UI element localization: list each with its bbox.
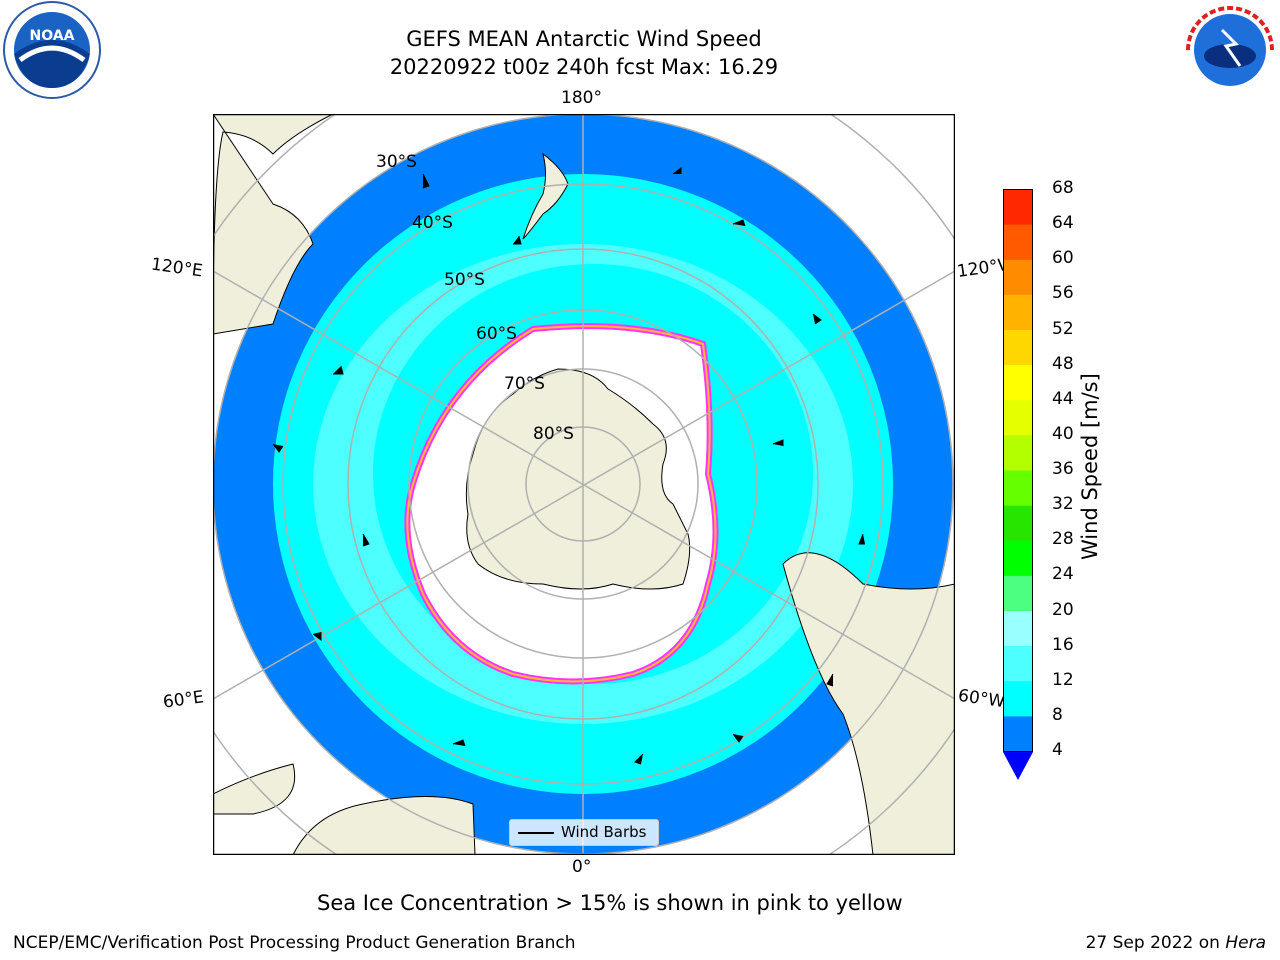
colorbar-segment <box>1003 224 1033 260</box>
footer-credit: NCEP/EMC/Verification Post Processing Pr… <box>13 933 576 953</box>
colorbar-tick-label: 16 <box>1052 634 1074 655</box>
colorbar-tick-label: 8 <box>1052 704 1063 725</box>
lon-label-120e: 120°E <box>149 254 204 282</box>
colorbar-segment <box>1003 505 1033 541</box>
colorbar-segment <box>1003 470 1033 506</box>
colorbar-tick-label: 68 <box>1052 178 1074 198</box>
lat-label-60s: 60°S <box>476 324 517 344</box>
lon-label-60e: 60°E <box>161 687 206 713</box>
land-antarctica <box>465 368 691 590</box>
lat-label-30s: 30°S <box>376 152 417 172</box>
legend-line-icon <box>518 832 554 834</box>
colorbar-segment <box>1003 399 1033 436</box>
colorbar-tick-label: 48 <box>1052 353 1074 374</box>
svg-text:NOAA: NOAA <box>30 28 75 44</box>
colorbar-segment <box>1003 575 1033 611</box>
colorbar-segment <box>1003 259 1033 295</box>
map-subtitle: 20220922 t00z 240h fcst Max: 16.29 <box>389 55 779 79</box>
colorbar-tick-label: 12 <box>1052 669 1074 690</box>
colorbar-segment <box>1003 364 1033 401</box>
lon-label-60w: 60°W <box>956 685 1007 713</box>
land-new-zealand <box>522 152 569 240</box>
colorbar-segment <box>1003 540 1033 576</box>
colorbar-under-triangle <box>1003 752 1033 780</box>
colorbar-segment <box>1003 329 1033 366</box>
lat-label-80s: 80°S <box>533 424 574 444</box>
polar-map <box>213 114 955 855</box>
wind-barbs <box>272 167 865 765</box>
lat-label-50s: 50°S <box>444 270 485 290</box>
lon-label-180: 180° <box>561 88 602 108</box>
lat-label-40s: 40°S <box>412 213 453 233</box>
colorbar <box>1003 189 1033 780</box>
colorbar-tick-label: 64 <box>1052 213 1074 234</box>
colorbar-segment <box>1003 680 1033 717</box>
colorbar-tick-label: 56 <box>1052 283 1074 304</box>
footer-date: 27 Sep 2022 on Hera <box>1086 933 1266 953</box>
map-title: GEFS MEAN Antarctic Wind Speed <box>406 27 762 51</box>
footer-date-text: 27 Sep 2022 on <box>1085 933 1226 953</box>
noaa-logo: NOAA <box>3 1 101 99</box>
colorbar-tick-label: 24 <box>1052 564 1074 585</box>
colorbar-segment <box>1003 610 1033 647</box>
footer-host: Hera <box>1225 933 1266 953</box>
colorbar-tick-label: 40 <box>1052 423 1074 444</box>
land-madagascar <box>213 763 296 815</box>
colorbar-tick-label: 44 <box>1052 388 1074 409</box>
nws-logo <box>1182 2 1278 98</box>
legend-label: Wind Barbs <box>561 823 647 841</box>
colorbar-segment <box>1003 294 1033 330</box>
colorbar-segment <box>1003 715 1033 752</box>
colorbar-tick-label: 4 <box>1052 740 1063 760</box>
colorbar-tick-label: 36 <box>1052 459 1074 479</box>
colorbar-segment <box>1003 189 1033 225</box>
colorbar-tick-label: 20 <box>1052 599 1074 620</box>
map-legend: Wind Barbs <box>509 819 659 846</box>
lat-label-70s: 70°S <box>504 374 545 394</box>
colorbar-tick-label: 52 <box>1052 318 1074 339</box>
caption-text: Sea Ice Concentration > 15% is shown in … <box>317 891 903 915</box>
colorbar-segment <box>1003 434 1033 471</box>
colorbar-tick-label: 32 <box>1052 494 1074 515</box>
colorbar-tick-label: 28 <box>1052 529 1074 550</box>
colorbar-label: Wind Speed [m/s] <box>1078 373 1102 560</box>
colorbar-tick-label: 60 <box>1052 248 1074 269</box>
lon-label-0: 0° <box>572 857 592 877</box>
colorbar-segment <box>1003 645 1033 682</box>
